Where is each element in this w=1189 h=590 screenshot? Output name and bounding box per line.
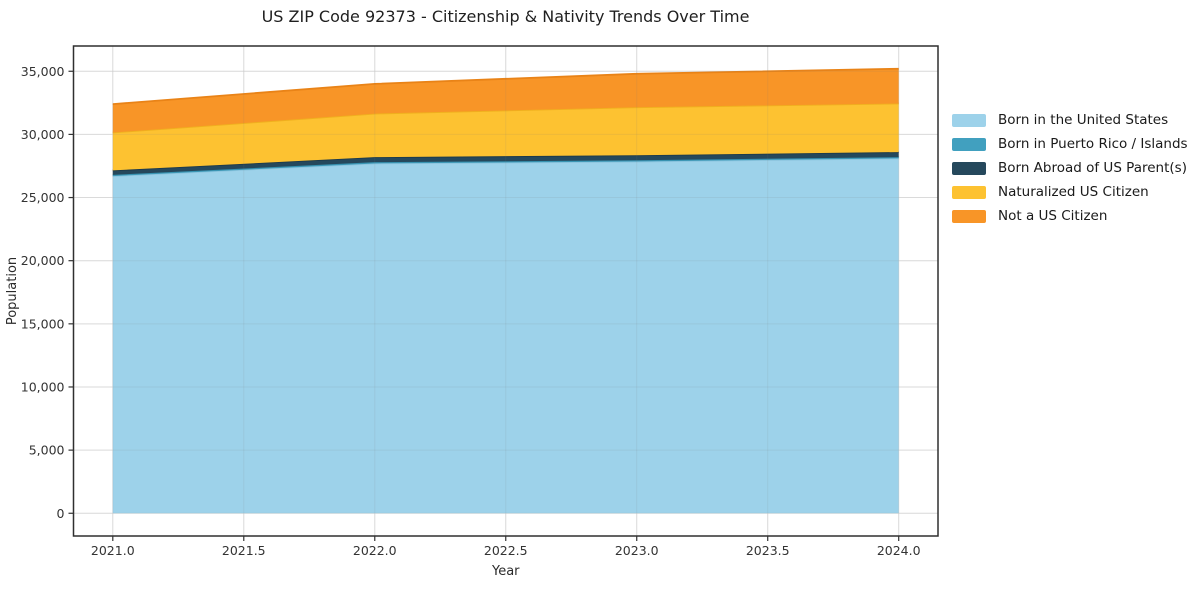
x-tick-label: 2024.0 xyxy=(877,543,921,558)
area-series xyxy=(112,67,899,514)
legend-swatch xyxy=(952,161,986,175)
area-0 xyxy=(112,158,899,514)
gridlines-overlay xyxy=(73,46,938,536)
legend-swatch xyxy=(952,185,986,199)
y-tick-label: 0 xyxy=(57,506,65,521)
x-tick-label: 2023.5 xyxy=(746,543,790,558)
x-tick-label: 2021.5 xyxy=(222,543,266,558)
legend-item-2: Born Abroad of US Parent(s) xyxy=(952,156,1188,180)
x-axis: 2021.0 2021.5 2022.0 2022.5 2023.0 2023.5 2024… xyxy=(91,536,921,558)
x-axis-title: Year xyxy=(491,564,520,579)
y-axis: 0 5,000 10,000 15,000 20,000 25,000 30,000 35,0… xyxy=(21,64,74,521)
area-4 xyxy=(112,68,899,133)
legend-label: Born in Puerto Rico / Islands xyxy=(998,136,1188,152)
y-tick-label: 30,000 xyxy=(21,127,65,142)
legend: Born in the United States Born in Puerto … xyxy=(952,108,1188,228)
legend-label: Not a US Citizen xyxy=(998,208,1108,224)
legend-item-4: Not a US Citizen xyxy=(952,204,1188,228)
legend-item-3: Naturalized US Citizen xyxy=(952,180,1188,204)
y-tick-label: 5,000 xyxy=(29,443,65,458)
y-tick-label: 25,000 xyxy=(21,190,65,205)
area-2 xyxy=(112,152,899,175)
y-tick-label: 15,000 xyxy=(21,316,65,331)
area-3 xyxy=(112,103,899,171)
legend-swatch xyxy=(952,209,986,223)
x-tick-label: 2023.0 xyxy=(615,543,659,558)
legend-swatch xyxy=(952,113,986,127)
y-axis-title: Population xyxy=(5,257,20,325)
legend-item-1: Born in Puerto Rico / Islands xyxy=(952,132,1188,156)
chart-title: US ZIP Code 92373 - Citizenship & Nativi… xyxy=(261,7,750,26)
x-tick-label: 2022.5 xyxy=(484,543,528,558)
y-tick-label: 10,000 xyxy=(21,379,65,394)
area-1 xyxy=(112,157,899,177)
legend-label: Born Abroad of US Parent(s) xyxy=(998,160,1187,176)
legend-swatch xyxy=(952,137,986,151)
legend-label: Born in the United States xyxy=(998,112,1169,128)
x-tick-label: 2022.0 xyxy=(353,543,397,558)
y-tick-label: 35,000 xyxy=(21,64,65,79)
legend-label: Naturalized US Citizen xyxy=(998,184,1149,200)
legend-item-0: Born in the United States xyxy=(952,108,1188,132)
y-tick-label: 20,000 xyxy=(21,253,65,268)
x-tick-label: 2021.0 xyxy=(91,543,135,558)
